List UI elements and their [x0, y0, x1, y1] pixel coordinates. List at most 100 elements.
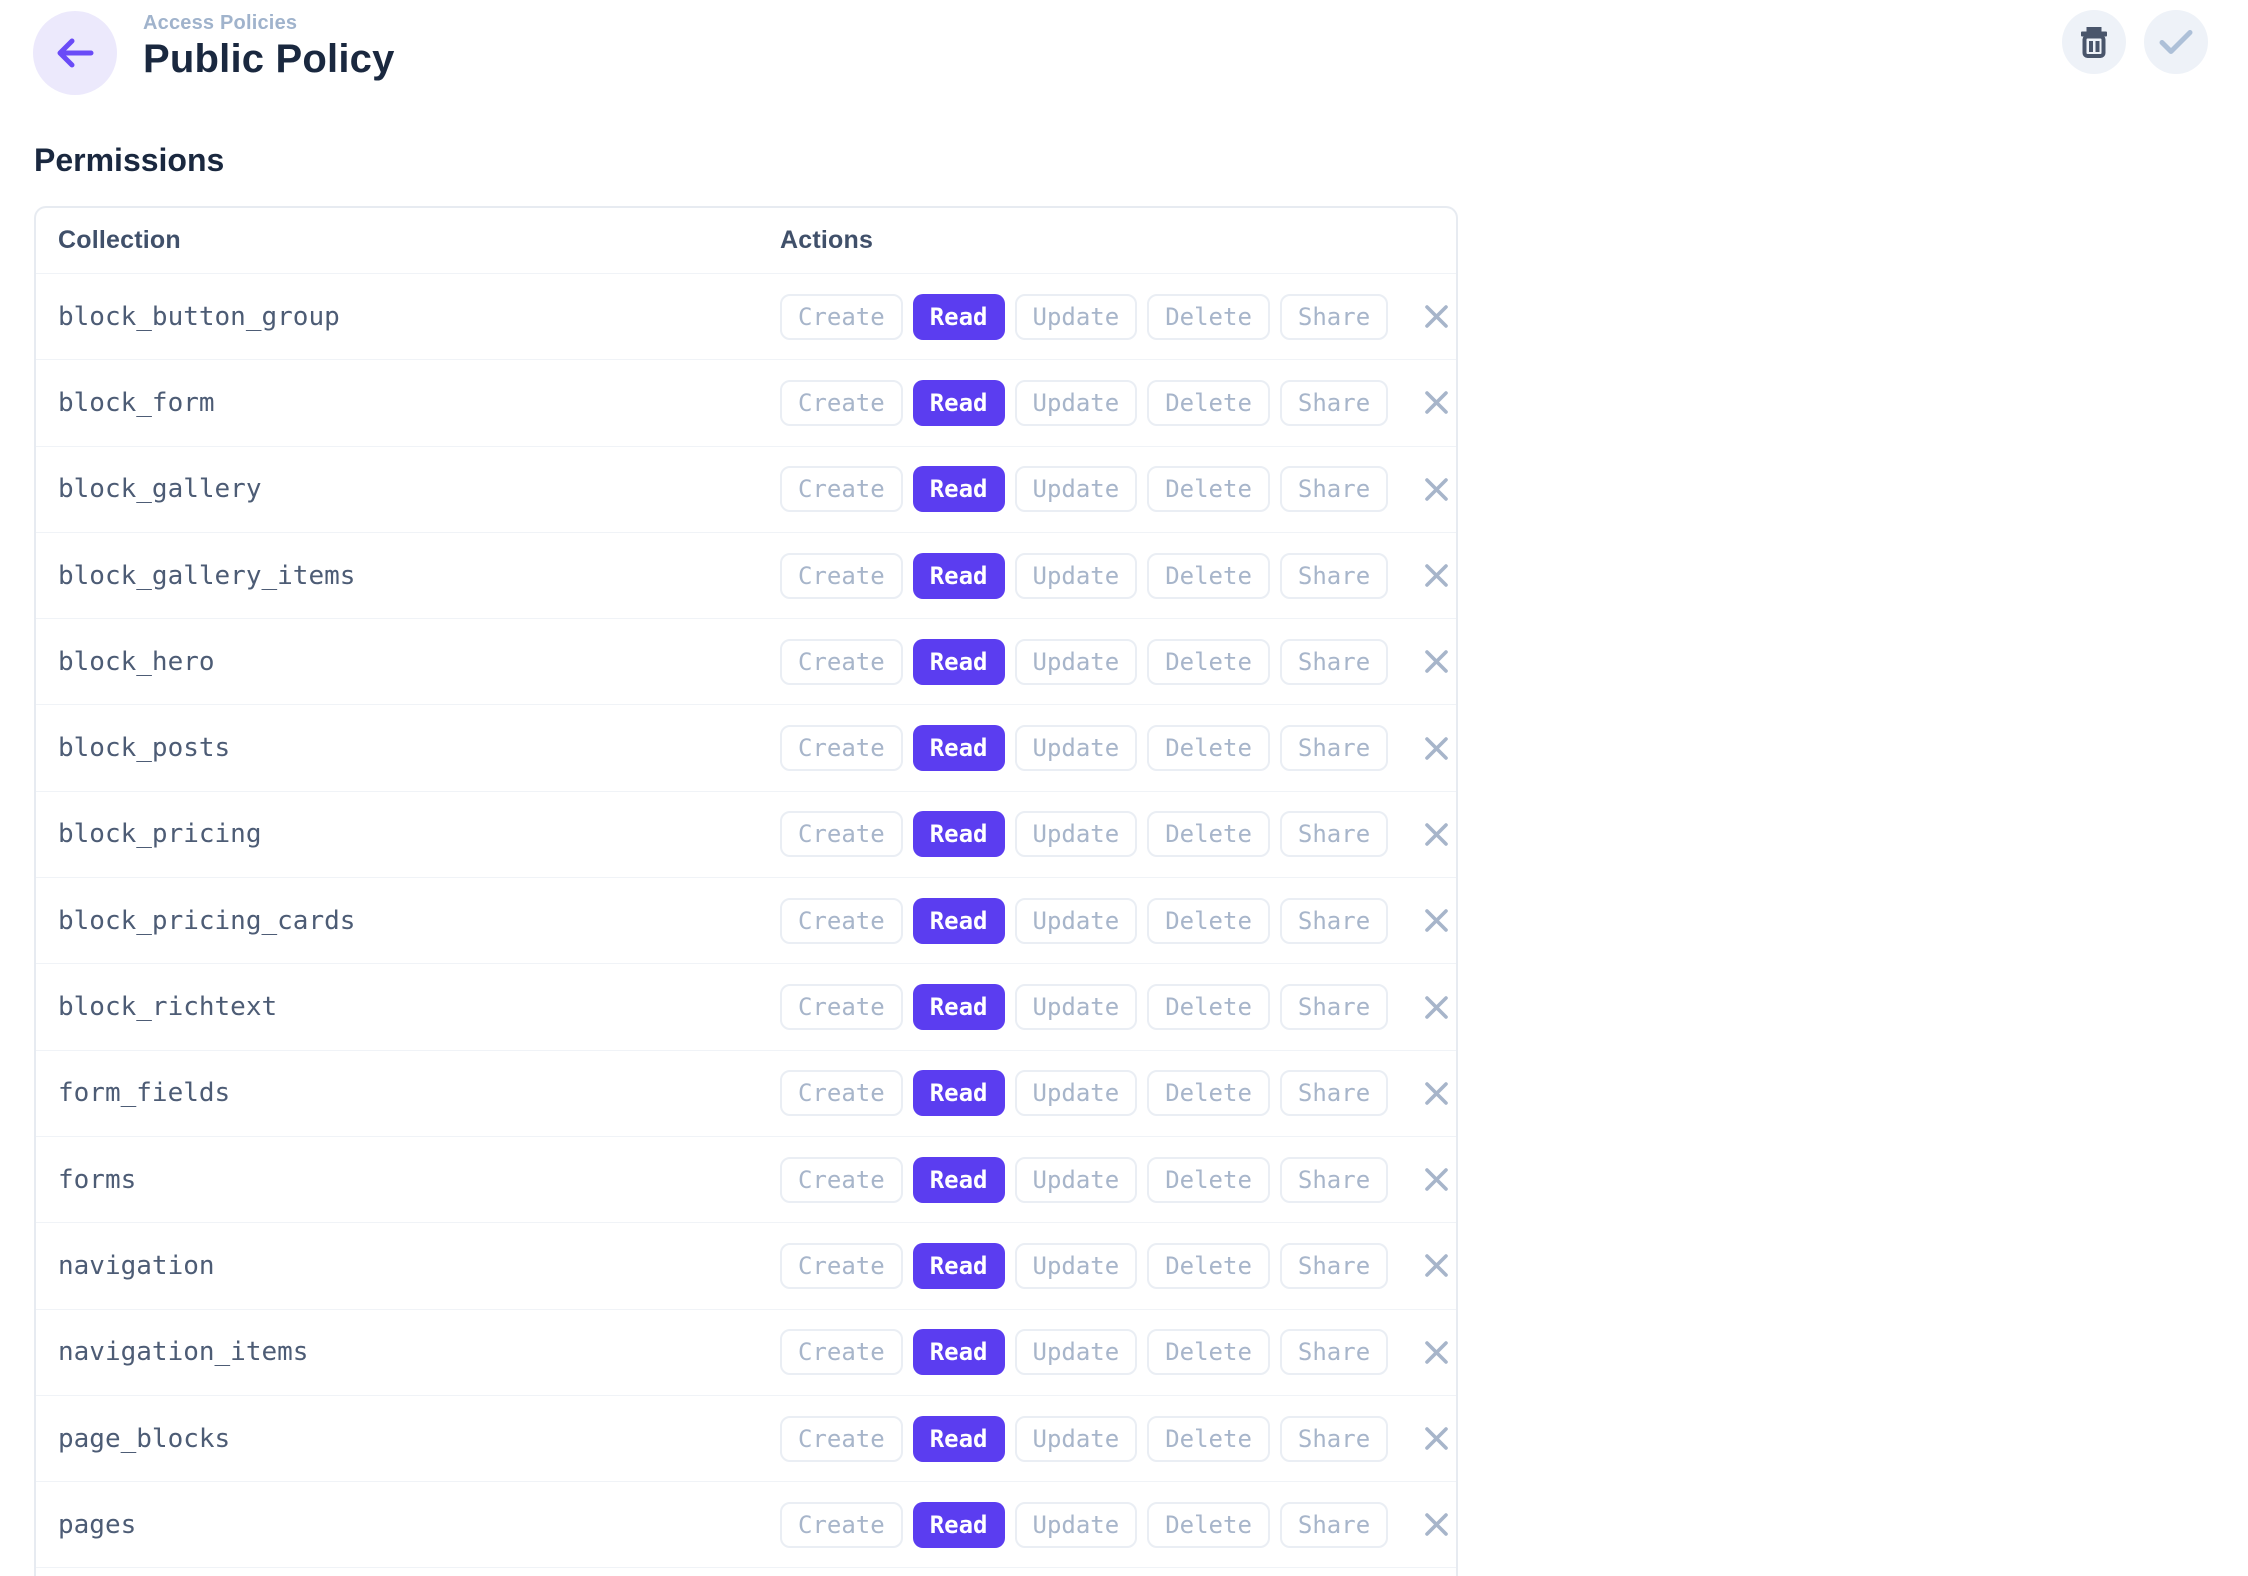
- action-toggle-read[interactable]: Read: [912, 1070, 1005, 1117]
- action-toggle-read[interactable]: Read: [912, 811, 1005, 858]
- action-toggle-create[interactable]: Create: [780, 725, 903, 772]
- remove-permission-button[interactable]: [1418, 471, 1454, 507]
- action-toggle-update[interactable]: Update: [1014, 1501, 1138, 1548]
- action-toggle-delete[interactable]: Delete: [1147, 1156, 1270, 1203]
- action-toggle-share[interactable]: Share: [1279, 725, 1389, 772]
- remove-permission-button[interactable]: [1418, 1075, 1454, 1111]
- action-toggle-delete[interactable]: Delete: [1147, 897, 1270, 944]
- remove-permission-button[interactable]: [1418, 299, 1454, 335]
- action-toggle-update[interactable]: Update: [1014, 1156, 1138, 1203]
- remove-permission-button[interactable]: [1418, 1248, 1454, 1284]
- action-toggle-share[interactable]: Share: [1279, 638, 1389, 685]
- action-toggle-update[interactable]: Update: [1014, 811, 1138, 858]
- remove-permission-button[interactable]: [1418, 558, 1454, 594]
- back-button[interactable]: [33, 11, 117, 95]
- action-toggle-update[interactable]: Update: [1014, 725, 1138, 772]
- action-toggle-create[interactable]: Create: [780, 897, 903, 944]
- action-toggle-create[interactable]: Create: [780, 552, 903, 599]
- action-toggle-update[interactable]: Update: [1014, 379, 1138, 426]
- action-toggle-read[interactable]: Read: [912, 1242, 1005, 1289]
- delete-policy-button[interactable]: [2062, 10, 2126, 74]
- action-toggle-delete[interactable]: Delete: [1147, 379, 1270, 426]
- action-toggle-delete[interactable]: Delete: [1147, 1415, 1270, 1462]
- close-icon: [1423, 1339, 1450, 1366]
- remove-permission-button[interactable]: [1418, 644, 1454, 680]
- action-toggle-create[interactable]: Create: [780, 1501, 903, 1548]
- actions-cell: Create Read Update Delete Share: [780, 293, 1456, 340]
- remove-permission-button[interactable]: [1418, 816, 1454, 852]
- action-toggle-update[interactable]: Update: [1014, 293, 1138, 340]
- action-toggle-delete[interactable]: Delete: [1147, 1242, 1270, 1289]
- action-toggle-share[interactable]: Share: [1279, 1415, 1389, 1462]
- action-toggle-read[interactable]: Read: [912, 1329, 1005, 1376]
- action-toggle-delete[interactable]: Delete: [1147, 1501, 1270, 1548]
- remove-permission-button[interactable]: [1418, 903, 1454, 939]
- action-toggle-read[interactable]: Read: [912, 1415, 1005, 1462]
- action-toggle-share[interactable]: Share: [1279, 897, 1389, 944]
- action-toggle-update[interactable]: Update: [1014, 897, 1138, 944]
- action-toggle-share[interactable]: Share: [1279, 811, 1389, 858]
- action-toggle-read[interactable]: Read: [912, 466, 1005, 513]
- action-toggle-read[interactable]: Read: [912, 379, 1005, 426]
- page-title: Public Policy: [143, 37, 395, 81]
- action-toggle-share[interactable]: Share: [1279, 552, 1389, 599]
- action-toggle-read[interactable]: Read: [912, 984, 1005, 1031]
- save-button[interactable]: [2144, 10, 2208, 74]
- remove-permission-button[interactable]: [1418, 1162, 1454, 1198]
- action-toggle-delete[interactable]: Delete: [1147, 1070, 1270, 1117]
- action-toggle-create[interactable]: Create: [780, 379, 903, 426]
- remove-permission-button[interactable]: [1418, 1421, 1454, 1457]
- action-toggle-create[interactable]: Create: [780, 1070, 903, 1117]
- remove-permission-button[interactable]: [1418, 385, 1454, 421]
- action-toggle-read[interactable]: Read: [912, 638, 1005, 685]
- action-toggle-update[interactable]: Update: [1014, 1070, 1138, 1117]
- action-toggle-create[interactable]: Create: [780, 1156, 903, 1203]
- action-toggle-create[interactable]: Create: [780, 984, 903, 1031]
- action-toggle-read[interactable]: Read: [912, 552, 1005, 599]
- action-toggle-update[interactable]: Update: [1014, 1242, 1138, 1289]
- permission-row: block_button_group Create Read Update Delet…: [36, 274, 1456, 361]
- action-toggle-read[interactable]: Read: [912, 1501, 1005, 1548]
- action-toggle-delete[interactable]: Delete: [1147, 466, 1270, 513]
- action-toggle-share[interactable]: Share: [1279, 466, 1389, 513]
- action-toggle-create[interactable]: Create: [780, 811, 903, 858]
- action-toggle-read[interactable]: Read: [912, 293, 1005, 340]
- actions-cell: Create Read Update Delete Share: [780, 984, 1456, 1031]
- remove-permission-button[interactable]: [1418, 1334, 1454, 1370]
- action-toggle-create[interactable]: Create: [780, 466, 903, 513]
- remove-permission-button[interactable]: [1418, 730, 1454, 766]
- action-toggle-create[interactable]: Create: [780, 638, 903, 685]
- collection-name: form_fields: [58, 1078, 231, 1109]
- action-toggle-share[interactable]: Share: [1279, 1156, 1389, 1203]
- action-toggle-read[interactable]: Read: [912, 897, 1005, 944]
- action-toggle-update[interactable]: Update: [1014, 466, 1138, 513]
- remove-permission-button[interactable]: [1418, 1507, 1454, 1543]
- action-toggle-update[interactable]: Update: [1014, 1415, 1138, 1462]
- action-toggle-share[interactable]: Share: [1279, 1329, 1389, 1376]
- action-toggle-share[interactable]: Share: [1279, 293, 1389, 340]
- action-toggle-delete[interactable]: Delete: [1147, 638, 1270, 685]
- action-toggle-read[interactable]: Read: [912, 1156, 1005, 1203]
- action-toggle-create[interactable]: Create: [780, 293, 903, 340]
- breadcrumb[interactable]: Access Policies: [143, 12, 298, 34]
- action-toggle-create[interactable]: Create: [780, 1242, 903, 1289]
- action-toggle-delete[interactable]: Delete: [1147, 552, 1270, 599]
- action-toggle-update[interactable]: Update: [1014, 984, 1138, 1031]
- action-toggle-share[interactable]: Share: [1279, 1501, 1389, 1548]
- action-toggle-delete[interactable]: Delete: [1147, 1329, 1270, 1376]
- action-toggle-create[interactable]: Create: [780, 1415, 903, 1462]
- action-toggle-delete[interactable]: Delete: [1147, 811, 1270, 858]
- action-toggle-update[interactable]: Update: [1014, 1329, 1138, 1376]
- action-toggle-share[interactable]: Share: [1279, 984, 1389, 1031]
- action-toggle-delete[interactable]: Delete: [1147, 984, 1270, 1031]
- action-toggle-share[interactable]: Share: [1279, 1242, 1389, 1289]
- action-toggle-update[interactable]: Update: [1014, 552, 1138, 599]
- action-toggle-delete[interactable]: Delete: [1147, 725, 1270, 772]
- action-toggle-update[interactable]: Update: [1014, 638, 1138, 685]
- action-toggle-share[interactable]: Share: [1279, 1070, 1389, 1117]
- action-toggle-create[interactable]: Create: [780, 1329, 903, 1376]
- remove-permission-button[interactable]: [1418, 989, 1454, 1025]
- action-toggle-share[interactable]: Share: [1279, 379, 1389, 426]
- action-toggle-read[interactable]: Read: [912, 725, 1005, 772]
- action-toggle-delete[interactable]: Delete: [1147, 293, 1270, 340]
